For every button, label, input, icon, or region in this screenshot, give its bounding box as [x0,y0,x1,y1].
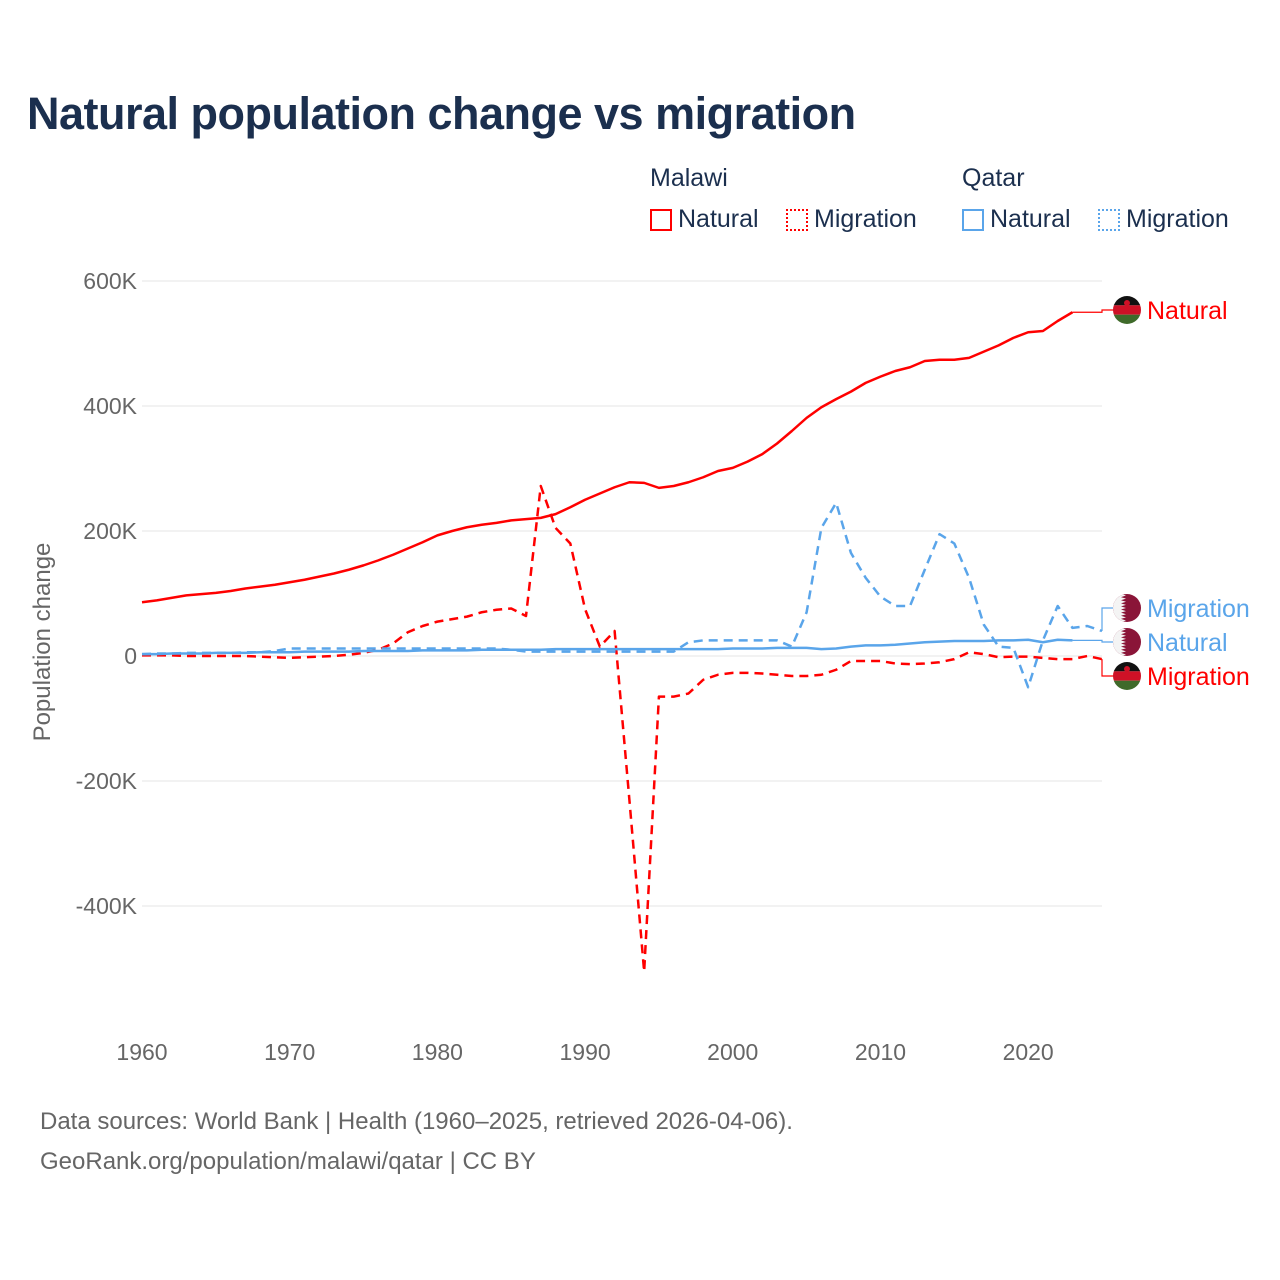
x-tick-label: 2020 [1003,1039,1054,1065]
legend-label: Natural [678,205,759,233]
end-label: Migration [1147,595,1250,623]
legend-malawi-natural[interactable]: Natural [650,205,759,234]
y-tick-label: 200K [83,518,137,544]
series-line-qatar-migration [141,501,1103,689]
qatar-flag-icon [1113,594,1141,622]
legend-qatar-natural[interactable]: Natural [962,205,1071,234]
malawi-flag-icon [1113,296,1141,324]
y-tick-label: 0 [124,643,137,669]
x-tick-label: 1980 [412,1039,463,1065]
end-label: Migration [1147,663,1250,691]
legend-swatch-dotted [786,208,808,231]
x-tick-label: 1990 [559,1039,610,1065]
y-tick-label: 600K [83,268,137,294]
series-line-malawi-natural [141,311,1074,604]
end-label: Natural [1147,297,1228,325]
legend-malawi-migration[interactable]: Migration [786,205,917,234]
malawi-flag-icon [1113,662,1141,690]
series-line-malawi-migration [142,484,1103,973]
x-tick-label: 2010 [855,1039,906,1065]
label-connector [1072,309,1114,313]
legend-label: Migration [1126,205,1229,233]
legend-swatch-dotted [1098,208,1120,231]
y-axis-label: Population change [29,543,56,742]
label-connector [1072,639,1114,643]
legend-swatch-solid [650,208,672,231]
x-tick-label: 2000 [707,1039,758,1065]
series-line-qatar-natural [142,638,1073,656]
y-tick-label: -400K [76,893,138,919]
chart-title: Natural population change vs migration [27,88,856,139]
y-tick-label: -200K [76,768,138,794]
y-tick-label: 400K [83,393,137,419]
end-label: Natural [1147,629,1228,657]
qatar-flag-icon [1113,628,1141,656]
legend-label: Migration [814,205,917,233]
label-connector [1101,659,1114,677]
legend-group-qatar: Qatar [962,164,1025,192]
footer-link[interactable]: GeoRank.org/population/malawi/qatar | CC… [40,1148,536,1175]
x-tick-label: 1960 [116,1039,167,1065]
legend-label: Natural [990,205,1071,233]
footer-source: Data sources: World Bank | Health (1960–… [40,1108,793,1135]
x-tick-label: 1970 [264,1039,315,1065]
legend-group-malawi: Malawi [650,164,728,192]
label-connector [1101,607,1114,631]
legend-swatch-solid [962,208,984,231]
legend-qatar-migration[interactable]: Migration [1098,205,1229,234]
